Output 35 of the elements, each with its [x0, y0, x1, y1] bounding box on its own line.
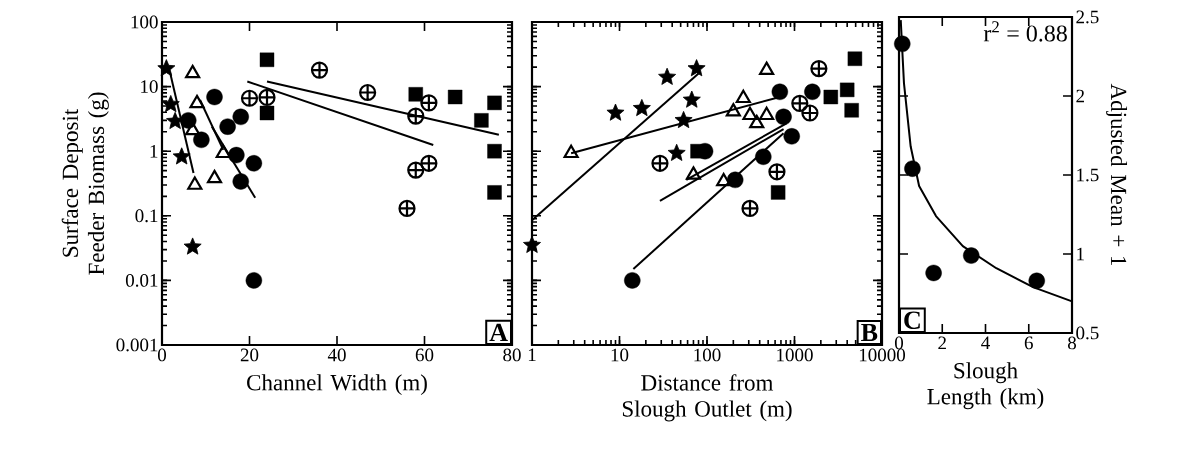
y-tick-label: 100: [131, 15, 158, 29]
x-axis-title: Distance from Slough Outlet (m): [622, 374, 792, 422]
y2-tick-label: 1.5: [1077, 168, 1099, 182]
x-tick-label: 0: [894, 336, 904, 350]
x-tick-label: 2: [938, 336, 946, 350]
annotation: A: [489, 323, 508, 341]
y-axis-title: Surface Deposit Feeder Biomass (g): [61, 92, 109, 275]
x-axis-title: Channel Width (m): [247, 374, 427, 396]
y-tick-label: 0.1: [135, 209, 158, 223]
y-tick-label: 0.01: [125, 273, 158, 287]
x-tick-label: 8: [1067, 336, 1077, 350]
annotation: r$^{2}$ = 0.88: [983, 21, 1067, 42]
x-tick-label: 40: [327, 348, 346, 362]
x-tick-label: 60: [415, 348, 434, 362]
x-tick-label: 6: [1024, 336, 1033, 350]
x-tick-label: 1: [528, 348, 536, 362]
y2-tick-label: 1: [1077, 247, 1084, 261]
annotation: C: [904, 311, 920, 329]
annotation: B: [861, 323, 878, 341]
y2-tick-label: 0.5: [1076, 326, 1099, 340]
x-tick-label: 4: [981, 336, 990, 350]
x-tick-label: 20: [240, 348, 259, 362]
x-tick-label: 10: [611, 348, 629, 362]
x-axis-title: Slough Length (km): [927, 362, 1044, 410]
x-tick-label: 10000: [859, 348, 906, 362]
x-tick-label: 0: [157, 348, 167, 362]
x-tick-label: 80: [503, 348, 521, 362]
y-tick-label: 10: [141, 80, 158, 94]
x-tick-label: 1000: [777, 348, 813, 362]
x-tick-label: 100: [694, 348, 721, 362]
y2-tick-label: 2.5: [1076, 10, 1099, 24]
y-tick-label: 0.001: [116, 338, 158, 352]
y2-tick-label: 2: [1076, 89, 1084, 103]
y2-axis-title: Adjusted Mean + 1: [1106, 83, 1128, 266]
y-tick-label: 1: [150, 144, 158, 158]
